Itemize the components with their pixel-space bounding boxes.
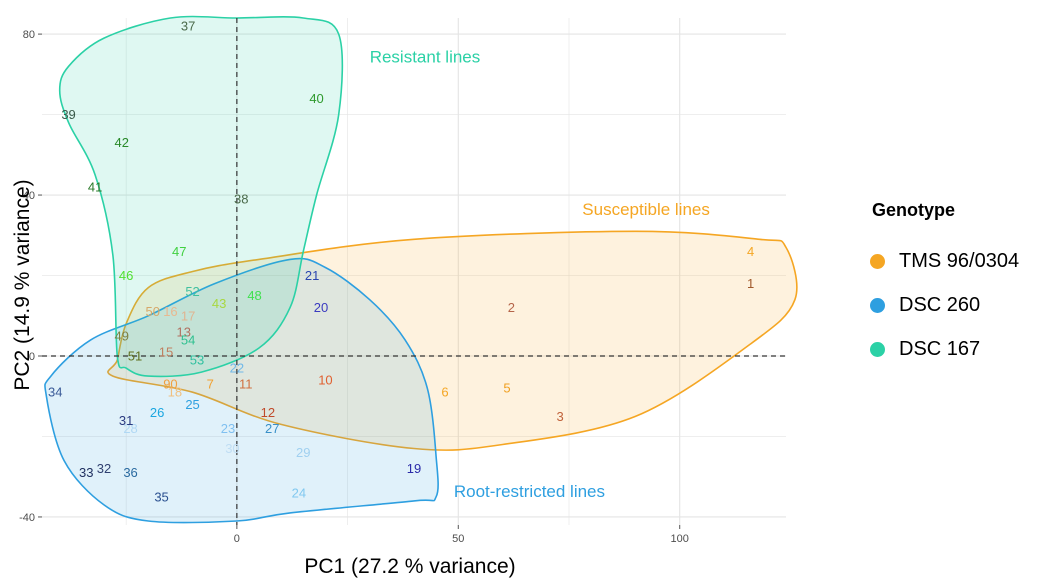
data-point-label: 50: [145, 304, 159, 319]
data-point-label: 3: [557, 409, 564, 424]
data-point-label: 42: [114, 135, 128, 150]
data-point-label: 20: [314, 300, 328, 315]
data-point-label: 41: [88, 180, 102, 195]
data-point-label: 21: [305, 268, 319, 283]
legend-item-dsc260: DSC 260: [868, 283, 1019, 327]
data-point-label: 23: [221, 421, 235, 436]
legend-label: DSC 260: [899, 293, 981, 316]
data-point-label: 33: [79, 465, 93, 480]
data-point-label: 54: [181, 332, 195, 347]
hull-root-restricted-lines: [44, 257, 439, 524]
data-point-label: 27: [265, 421, 279, 436]
legend-label: TMS 96/0304: [899, 249, 1020, 272]
data-point-label: 22: [230, 361, 244, 376]
data-point-label: 53: [190, 353, 204, 368]
data-point-label: 39: [61, 107, 75, 122]
hull-resistant-lines: [58, 15, 344, 378]
data-point-label: 52: [185, 284, 199, 299]
data-point-label: 7: [207, 377, 214, 392]
data-point-label: 40: [309, 91, 323, 106]
data-point-label: 1: [747, 276, 754, 291]
data-point-label: 38: [234, 192, 248, 207]
group-hulls: [44, 15, 798, 524]
data-point-label: 47: [172, 244, 186, 259]
data-point-label: 17: [181, 308, 195, 323]
hull-annotation: Root-restricted lines: [454, 482, 605, 501]
data-point-label: 18: [168, 385, 182, 400]
data-point-label: 26: [150, 405, 164, 420]
data-point-label: 43: [212, 296, 226, 311]
legend-item-dsc167: DSC 167: [868, 327, 1019, 371]
data-point-label: 24: [292, 485, 306, 500]
data-point-label: 36: [123, 465, 137, 480]
data-point-label: 15: [159, 344, 173, 359]
y-axis-title: PC2 (14.9 % variance): [11, 179, 34, 390]
data-point-label: 37: [181, 19, 195, 34]
data-point-label: 48: [247, 288, 261, 303]
legend: Genotype TMS 96/0304 DSC 260 DSC 167: [868, 200, 1019, 371]
data-point-label: 34: [48, 385, 62, 400]
legend-title: Genotype: [872, 200, 956, 220]
data-point-label: 90: [163, 377, 177, 392]
hull-susceptible-lines: [107, 230, 798, 451]
hull-annotations: Resistant lines Susceptible lines Root-res…: [370, 47, 710, 501]
axis-ticks: 0 50 100 -40 0 40 80: [19, 29, 689, 545]
data-point-label: 31: [119, 413, 133, 428]
legend-label: DSC 167: [899, 337, 981, 360]
x-tick-label: 0: [234, 533, 240, 545]
data-point-label: 28: [123, 421, 137, 436]
data-point-label: 16: [163, 304, 177, 319]
x-tick-label: 100: [671, 533, 689, 545]
data-point-label: 2: [508, 300, 515, 315]
x-tick-label: 50: [452, 533, 464, 545]
data-point-label: 32: [97, 461, 111, 476]
legend-swatch: [870, 341, 885, 357]
data-point-label: 5: [503, 381, 510, 396]
hull-annotation: Susceptible lines: [582, 200, 710, 219]
data-point-label: 13: [176, 324, 190, 339]
data-point-label: 49: [114, 328, 128, 343]
reference-lines: [42, 18, 786, 525]
data-point-label: 12: [261, 405, 275, 420]
y-tick-label: 40: [23, 190, 35, 202]
legend-item-tms: TMS 96/0304: [868, 239, 1019, 283]
data-point-label: 30: [225, 441, 239, 456]
legend-swatch: [870, 253, 885, 269]
data-point-label: 11: [239, 377, 253, 392]
data-point-label: 46: [119, 268, 133, 283]
data-point-label: 29: [296, 445, 310, 460]
hull-annotation: Resistant lines: [370, 47, 481, 66]
y-tick-label: 0: [29, 351, 35, 363]
y-tick-label: -40: [19, 512, 35, 524]
data-point-label: 4: [747, 244, 754, 259]
legend-swatch: [870, 297, 885, 313]
data-point-label: 25: [185, 397, 199, 412]
data-point-label: 19: [407, 461, 421, 476]
data-point-label: 6: [441, 385, 448, 400]
x-axis-title: PC1 (27.2 % variance): [304, 555, 515, 578]
y-tick-label: 80: [23, 29, 35, 41]
data-point-label: 51: [128, 349, 142, 364]
data-point-label: 10: [318, 373, 332, 388]
data-point-label: 35: [154, 489, 168, 504]
